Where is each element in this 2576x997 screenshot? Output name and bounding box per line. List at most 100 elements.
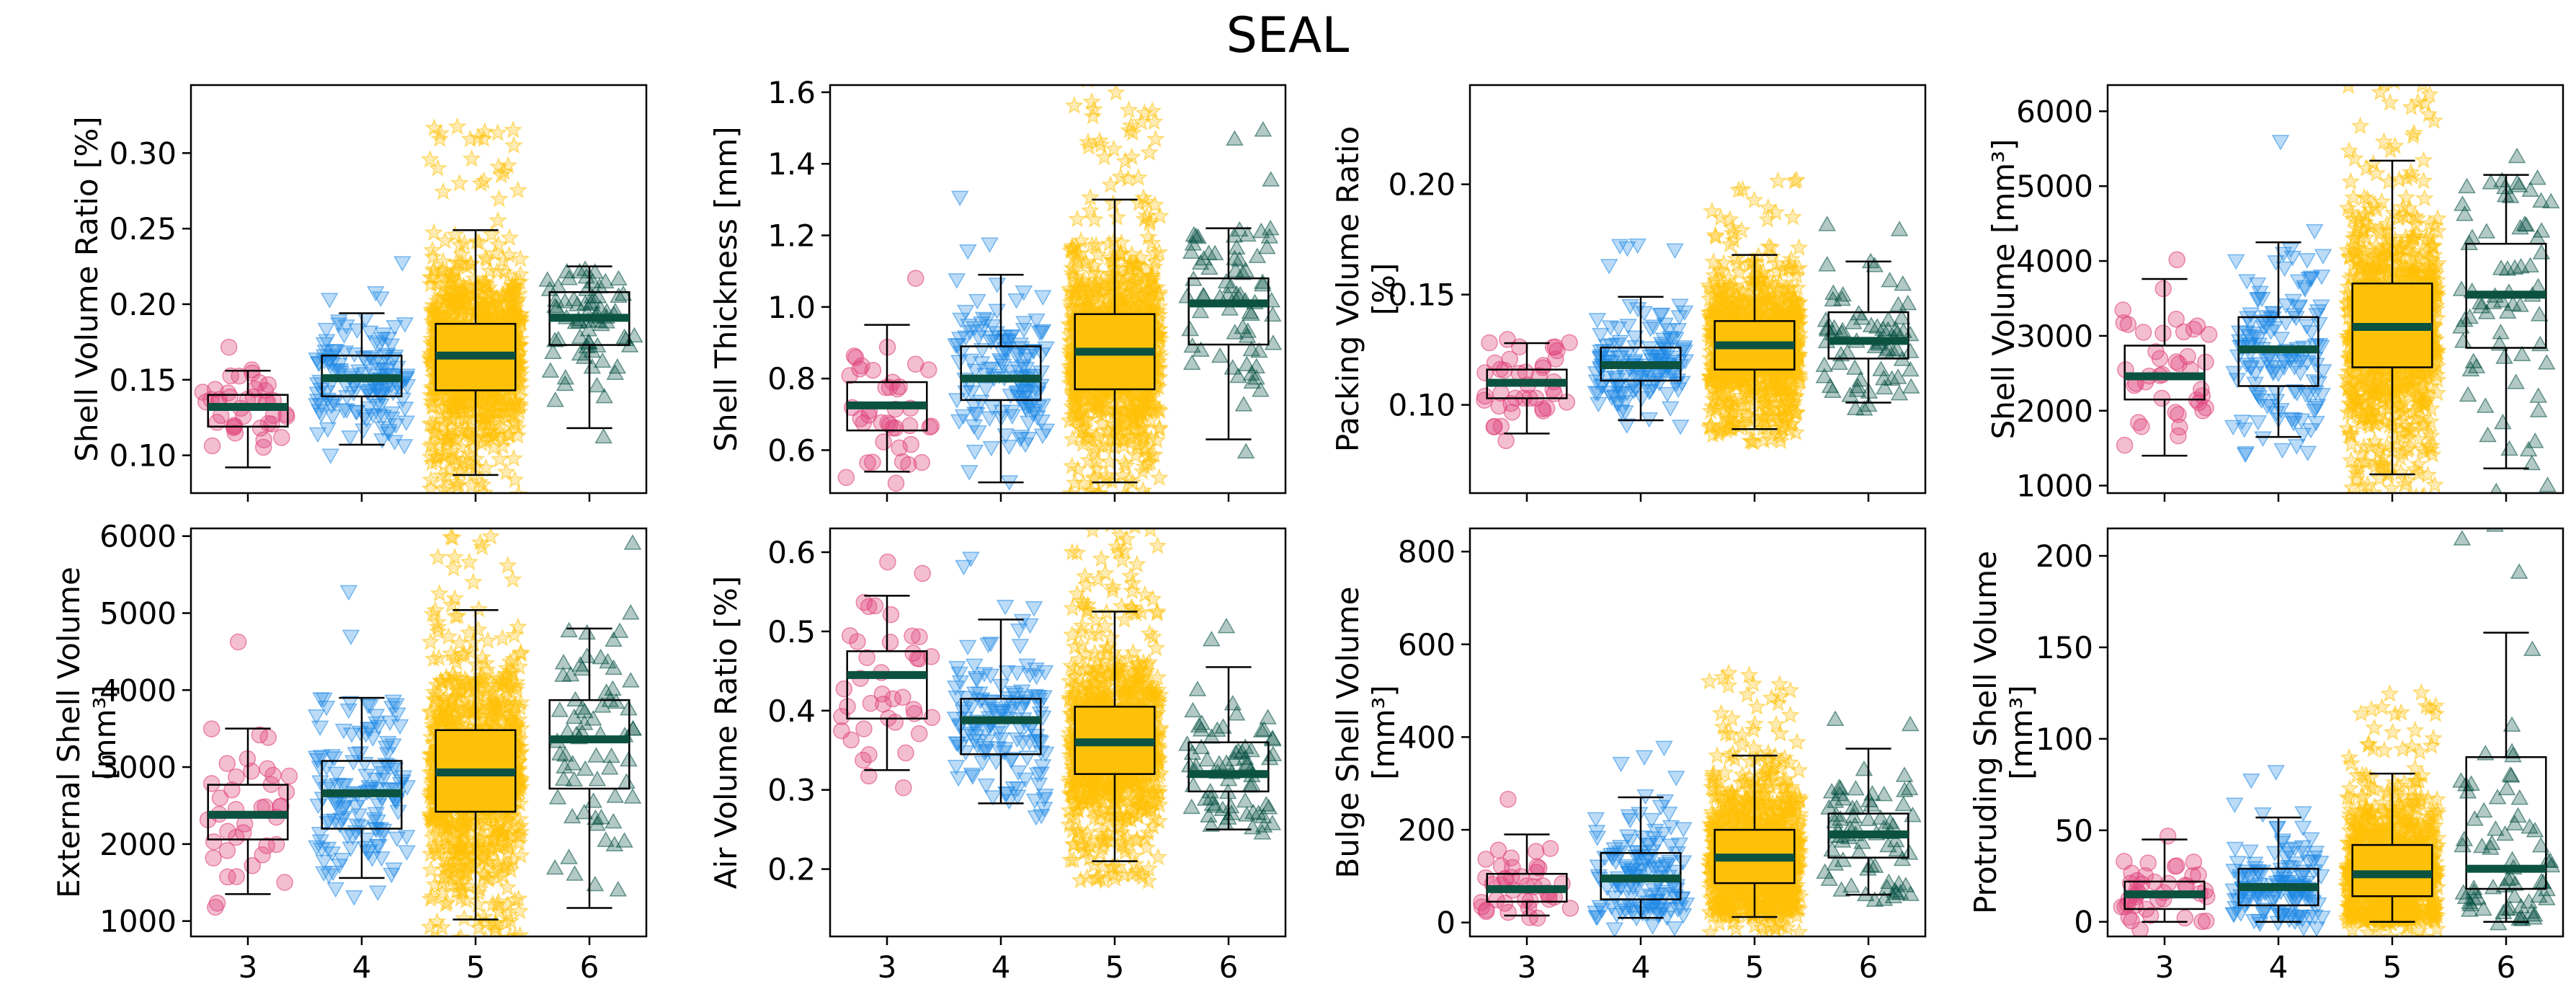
data-point (1236, 443, 1255, 458)
data-point (2286, 412, 2304, 428)
data-point (2517, 216, 2536, 232)
data-point (841, 367, 858, 384)
data-point (1144, 257, 1164, 275)
data-point (2380, 92, 2399, 111)
data-point (852, 410, 870, 427)
data-point (1534, 400, 1551, 417)
data-point (593, 352, 612, 368)
data-point (226, 424, 244, 442)
data-point (2228, 373, 2247, 389)
data-point (960, 465, 979, 481)
data-point (2387, 267, 2407, 286)
box-4 (321, 312, 403, 446)
data-point (1138, 227, 1158, 246)
data-point (433, 306, 453, 325)
data-point (1120, 420, 1140, 438)
data-point (424, 261, 443, 279)
data-point (379, 424, 398, 440)
data-point (1666, 243, 1684, 260)
data-point (1033, 414, 1051, 430)
data-point (1260, 228, 1279, 244)
data-point (490, 449, 509, 468)
plot-frame (2106, 84, 2564, 495)
data-point (474, 129, 494, 147)
data-point (1065, 473, 1084, 492)
data-point (1144, 112, 1164, 130)
data-point (2271, 135, 2290, 151)
data-point (432, 466, 451, 484)
y-axis-label: Shell Thickness [mm] (708, 126, 744, 451)
data-point (470, 408, 489, 426)
data-point (1589, 386, 1608, 402)
data-point (1247, 358, 1266, 373)
data-point (1067, 487, 1073, 493)
data-point (320, 868, 338, 885)
data-point (969, 425, 987, 441)
data-point (1262, 171, 1280, 187)
data-point (2340, 141, 2359, 159)
data-point (351, 746, 370, 762)
data-point (2353, 222, 2373, 241)
data-point (1756, 381, 1775, 399)
data-point (251, 726, 269, 744)
data-point (2248, 292, 2267, 309)
data-point (510, 387, 530, 405)
data-point (2345, 228, 2364, 247)
data-point (437, 431, 457, 450)
data-point (1120, 470, 1138, 489)
data-point (1111, 167, 1131, 185)
data-point (1068, 390, 1087, 408)
data-point (313, 842, 331, 859)
data-point (1106, 85, 1126, 101)
data-point (1724, 289, 1744, 308)
data-point (1081, 187, 1100, 206)
data-point (1890, 221, 1909, 236)
data-point (1184, 235, 1203, 251)
data-point (1136, 438, 1156, 456)
data-point (966, 321, 984, 337)
data-point (864, 361, 882, 379)
data-point (487, 262, 507, 280)
data-point (1773, 407, 1793, 425)
data-point (2370, 372, 2389, 390)
data-point (2379, 385, 2398, 404)
data-point (2298, 253, 2317, 269)
data-point (462, 254, 481, 272)
data-point (1064, 260, 1084, 278)
data-point (486, 403, 505, 421)
data-point (2419, 422, 2438, 441)
data-point (2367, 200, 2386, 218)
data-point (2290, 299, 2309, 315)
data-point (267, 836, 285, 854)
data-point (1817, 311, 1835, 327)
data-point (1770, 377, 1789, 395)
data-point (544, 343, 562, 360)
data-point (891, 439, 908, 456)
data-point (383, 867, 401, 884)
data-point (588, 376, 606, 393)
data-point (342, 727, 361, 743)
box-6 (548, 265, 630, 430)
data-point (2246, 376, 2264, 393)
data-point (2407, 208, 2427, 227)
data-point (367, 335, 385, 351)
data-point (2358, 189, 2377, 208)
data-point (1181, 320, 1199, 337)
data-point (1128, 168, 1148, 186)
data-point (391, 719, 409, 735)
data-point (1221, 300, 1239, 316)
data-point (1845, 359, 1864, 375)
data-point (423, 247, 442, 265)
data-point (2372, 192, 2392, 210)
data-point (507, 397, 527, 415)
data-point (2284, 416, 2303, 432)
data-point (2356, 159, 2376, 177)
data-point (974, 311, 993, 328)
data-point (326, 882, 345, 898)
data-point (1628, 238, 1646, 254)
data-point (1068, 384, 1087, 403)
data-point (966, 407, 984, 422)
data-point (845, 347, 863, 365)
data-point (476, 272, 496, 291)
data-point (2513, 345, 2531, 361)
